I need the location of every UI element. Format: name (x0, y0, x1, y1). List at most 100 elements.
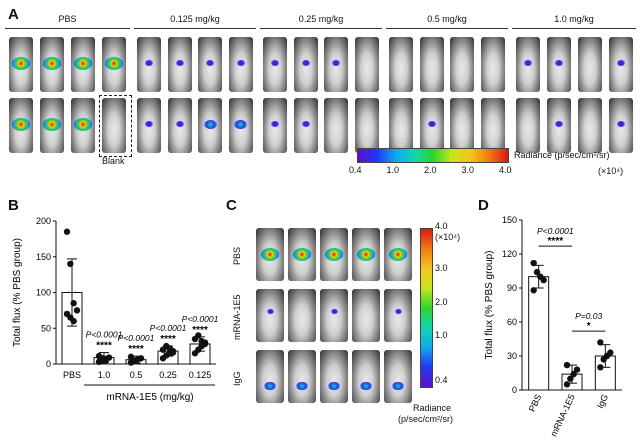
colorbar-tick: 4.0 (499, 165, 512, 175)
p-value: P<0.0001 (182, 314, 219, 324)
x-tick-label: 0.125 (189, 370, 212, 380)
bioluminescence-signal (175, 121, 184, 127)
mouse-image (71, 37, 96, 92)
blank-label: Blank (102, 156, 125, 166)
data-point (533, 268, 541, 276)
x-tick-label: 0.5 (130, 370, 143, 380)
colorbar-tick: 3.0 (461, 165, 475, 175)
mouse-image (263, 98, 288, 153)
mouse-image (389, 37, 414, 92)
y-tick-label: 150 (36, 252, 51, 262)
mouse-image (608, 37, 633, 92)
panel-a-colorbar (357, 148, 509, 163)
bioluminescence-signal (105, 57, 124, 70)
data-point (201, 340, 209, 348)
data-point (563, 381, 571, 388)
colorbar-tick: 0.4 (349, 165, 362, 175)
group-line-4 (512, 28, 636, 29)
bioluminescence-signal (42, 57, 61, 70)
mouse-image (198, 37, 223, 92)
mouse-image (320, 228, 348, 281)
mouse-image (293, 37, 318, 92)
mouse-image (8, 37, 33, 92)
y-tick-label: 60 (507, 317, 517, 327)
mouse-image (293, 98, 318, 153)
mouse-image (8, 98, 33, 153)
colorbar-tick: 2.0 (424, 165, 437, 175)
data-point (563, 361, 571, 369)
p-value: P=0.03 (575, 311, 602, 321)
mouse-image (137, 98, 162, 153)
bioluminescence-signal (332, 60, 341, 66)
data-point (573, 366, 581, 373)
bioluminescence-signal (234, 119, 248, 129)
data-point (530, 287, 537, 294)
group-label-0: PBS (58, 14, 77, 24)
significance-stars: **** (128, 344, 144, 355)
mouse-image (354, 98, 379, 153)
data-point (195, 332, 202, 339)
group-line-0 (5, 28, 130, 29)
bioluminescence-signal (175, 60, 184, 66)
bioluminescence-signal (330, 309, 338, 314)
panel-d-letter: D (478, 197, 489, 214)
mouse-image (288, 289, 316, 342)
bioluminescence-signal (523, 60, 532, 66)
bioluminescence-signal (392, 382, 404, 391)
data-point (540, 276, 547, 284)
y-tick-label: 100 (36, 288, 51, 298)
significance-stars: **** (548, 236, 564, 247)
mouse-image (256, 350, 284, 403)
bioluminescence-signal (296, 382, 308, 391)
colorbar-tick: 1.0 (386, 165, 400, 175)
x-tick-label: 0.25 (159, 370, 177, 380)
bioluminescence-signal (266, 309, 274, 314)
bioluminescence-signal (328, 382, 340, 391)
mouse-image (228, 98, 253, 153)
group-label-4: 1.0 mg/kg (554, 14, 594, 24)
row-label-0: PBS (232, 246, 242, 265)
mouse-image (288, 228, 316, 281)
y-axis-label: Total flux (% PBS group) (12, 238, 23, 347)
bioluminescence-signal (42, 118, 61, 131)
bioluminescence-signal (203, 119, 217, 129)
bioluminescence-signal (389, 248, 407, 261)
data-point (67, 260, 74, 268)
panel-c-letter: C (226, 197, 237, 214)
colorbar-top-unit: (×10⁴) (435, 232, 461, 242)
mouse-image (256, 228, 284, 281)
bioluminescence-signal (74, 118, 93, 131)
bioluminescence-signal (427, 121, 436, 127)
bioluminescence-signal (74, 57, 93, 70)
bioluminescence-signal (554, 60, 563, 66)
bioluminescence-signal (236, 60, 245, 66)
bioluminescence-signal (271, 121, 280, 127)
bioluminescence-signal (261, 248, 279, 261)
y-axis-label: Total flux (% PBS group) (484, 251, 495, 360)
data-point (607, 349, 614, 356)
mouse-image (608, 98, 633, 153)
mouse-image (324, 98, 349, 153)
significance-stars: * (587, 321, 591, 332)
mouse-image (515, 37, 540, 92)
significance-stars: **** (96, 341, 112, 352)
y-tick-label: 120 (502, 249, 517, 259)
mouse-image (39, 37, 64, 92)
x-tick-label: PBS (63, 370, 81, 380)
bioluminescence-signal (357, 248, 375, 261)
data-point (73, 307, 81, 314)
mouse-image (515, 98, 540, 153)
x-axis-label: mRNA-1E5 (mg/kg) (106, 392, 193, 403)
panel-c-colorbar (420, 228, 433, 388)
mouse-image (480, 37, 505, 92)
mouse-image (352, 228, 380, 281)
x-tick-label: IgG (595, 393, 610, 410)
y-tick-label: 90 (507, 283, 517, 293)
blank-mouse-box (99, 95, 132, 157)
bioluminescence-signal (554, 121, 563, 127)
bioluminescence-signal (264, 382, 276, 391)
bioluminescence-signal (301, 121, 310, 127)
y-tick-label: 200 (36, 216, 51, 226)
y-tick-label: 150 (502, 215, 517, 225)
colorbar-tick: 0.4 (435, 375, 448, 385)
